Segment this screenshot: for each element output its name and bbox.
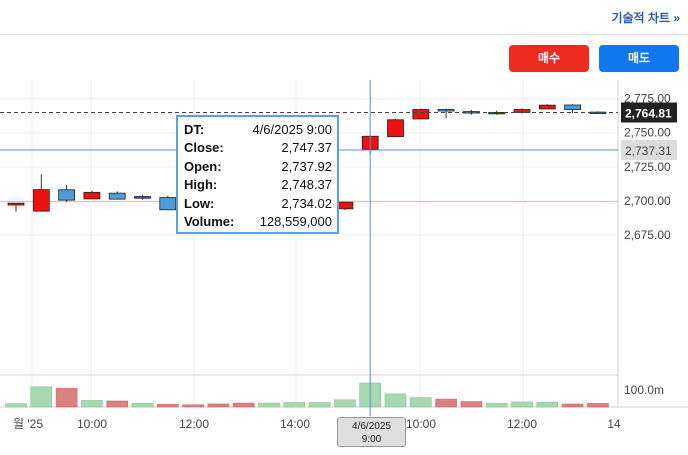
tooltip-dt-label: DT: xyxy=(184,122,205,137)
technical-chart-link[interactable]: 기술적 차트 » xyxy=(611,11,680,25)
buy-button[interactable]: 매수 xyxy=(509,45,589,72)
tooltip-open-value: 2,737.92 xyxy=(281,158,332,174)
candle-body xyxy=(336,201,354,210)
x-tick-label: 12:00 xyxy=(507,417,537,431)
candle-body xyxy=(58,189,75,201)
x-tick-label: 10:00 xyxy=(77,417,107,431)
sell-button[interactable]: 매도 xyxy=(599,45,679,72)
y-tick-label: 2,675.00 xyxy=(624,228,671,242)
volume-bar xyxy=(384,393,407,408)
crosshair-date: 4/6/2025 xyxy=(352,421,391,432)
volume-bar xyxy=(485,403,508,408)
y-tick-label: 2,700.00 xyxy=(624,194,671,208)
volume-bar xyxy=(283,402,306,408)
volume-bar xyxy=(536,401,559,408)
candle-body xyxy=(108,192,126,200)
candle-body xyxy=(159,197,177,211)
volume-bar xyxy=(258,402,280,408)
tooltip-close-value: 2,747.37 xyxy=(281,140,332,156)
x-tick-label: 10:00 xyxy=(406,417,436,431)
volume-bar xyxy=(157,404,179,408)
tooltip-volume-label: Volume: xyxy=(184,213,235,229)
x-tick-label: 12:00 xyxy=(179,417,209,431)
candle-body xyxy=(32,189,50,212)
volume-bar xyxy=(511,401,533,408)
volume-bar xyxy=(308,402,331,408)
volume-bar xyxy=(30,386,53,408)
tooltip-high-label: High: xyxy=(184,177,218,193)
candle-body xyxy=(83,191,101,200)
volume-bar xyxy=(106,400,128,408)
header-bar: 기술적 차트 » xyxy=(0,0,688,35)
tooltip-low-value: 2,734.02 xyxy=(281,195,332,211)
x-tick-label: 월 '25 xyxy=(13,417,43,431)
crosshair-time: 9:00 xyxy=(361,434,382,445)
volume-bar xyxy=(5,403,27,408)
y-tick-label: 2,725.00 xyxy=(624,160,671,174)
x-tick-label: 14:00 xyxy=(280,417,310,431)
tooltip-volume-value: 128,559,000 xyxy=(259,213,332,229)
volume-bar xyxy=(561,403,584,408)
y-tick-label: 2,750.00 xyxy=(624,126,671,140)
y-tick-label: 2,775.00 xyxy=(624,92,671,106)
volume-bar xyxy=(409,397,432,408)
candle-body xyxy=(513,109,531,113)
last-price-label: 2,764.81 xyxy=(625,107,672,121)
volume-bar xyxy=(232,402,255,408)
tooltip-close-label: Close: xyxy=(184,140,224,156)
candle-body xyxy=(134,196,151,199)
crosshair-price-badge xyxy=(621,140,677,161)
volume-bar xyxy=(81,400,103,408)
volume-bar xyxy=(435,398,457,408)
volume-axis-label: 100.0m xyxy=(624,383,664,397)
candle-body xyxy=(7,202,25,206)
candle-body xyxy=(564,104,581,110)
candle-body xyxy=(437,109,455,112)
ohlc-tooltip: DT: 4/6/2025 9:00 Close: 2,747.37 Open: 2,7… xyxy=(176,115,339,234)
last-price-badge xyxy=(621,102,677,123)
candle-body xyxy=(387,119,404,138)
candle-body xyxy=(488,111,506,115)
volume-bar xyxy=(182,404,204,408)
tooltip-high-value: 2,748.37 xyxy=(281,177,332,193)
candle-body xyxy=(538,104,556,110)
crosshair-price-label: 2,737.31 xyxy=(625,144,672,158)
tooltip-dt-value: 4/6/2025 9:00 xyxy=(252,122,332,137)
tooltip-open-label: Open: xyxy=(184,158,222,174)
candle-body xyxy=(412,109,430,120)
tooltip-low-label: Low: xyxy=(184,195,215,211)
volume-bar xyxy=(131,402,154,408)
volume-bar xyxy=(207,403,230,408)
volume-bar xyxy=(587,403,609,408)
crosshair-time-label: 4/6/2025 9:00 xyxy=(337,417,406,447)
x-tick-label: 14 xyxy=(607,417,621,431)
volume-bar xyxy=(55,388,78,408)
volume-bar xyxy=(334,399,356,408)
volume-bar xyxy=(460,401,483,408)
